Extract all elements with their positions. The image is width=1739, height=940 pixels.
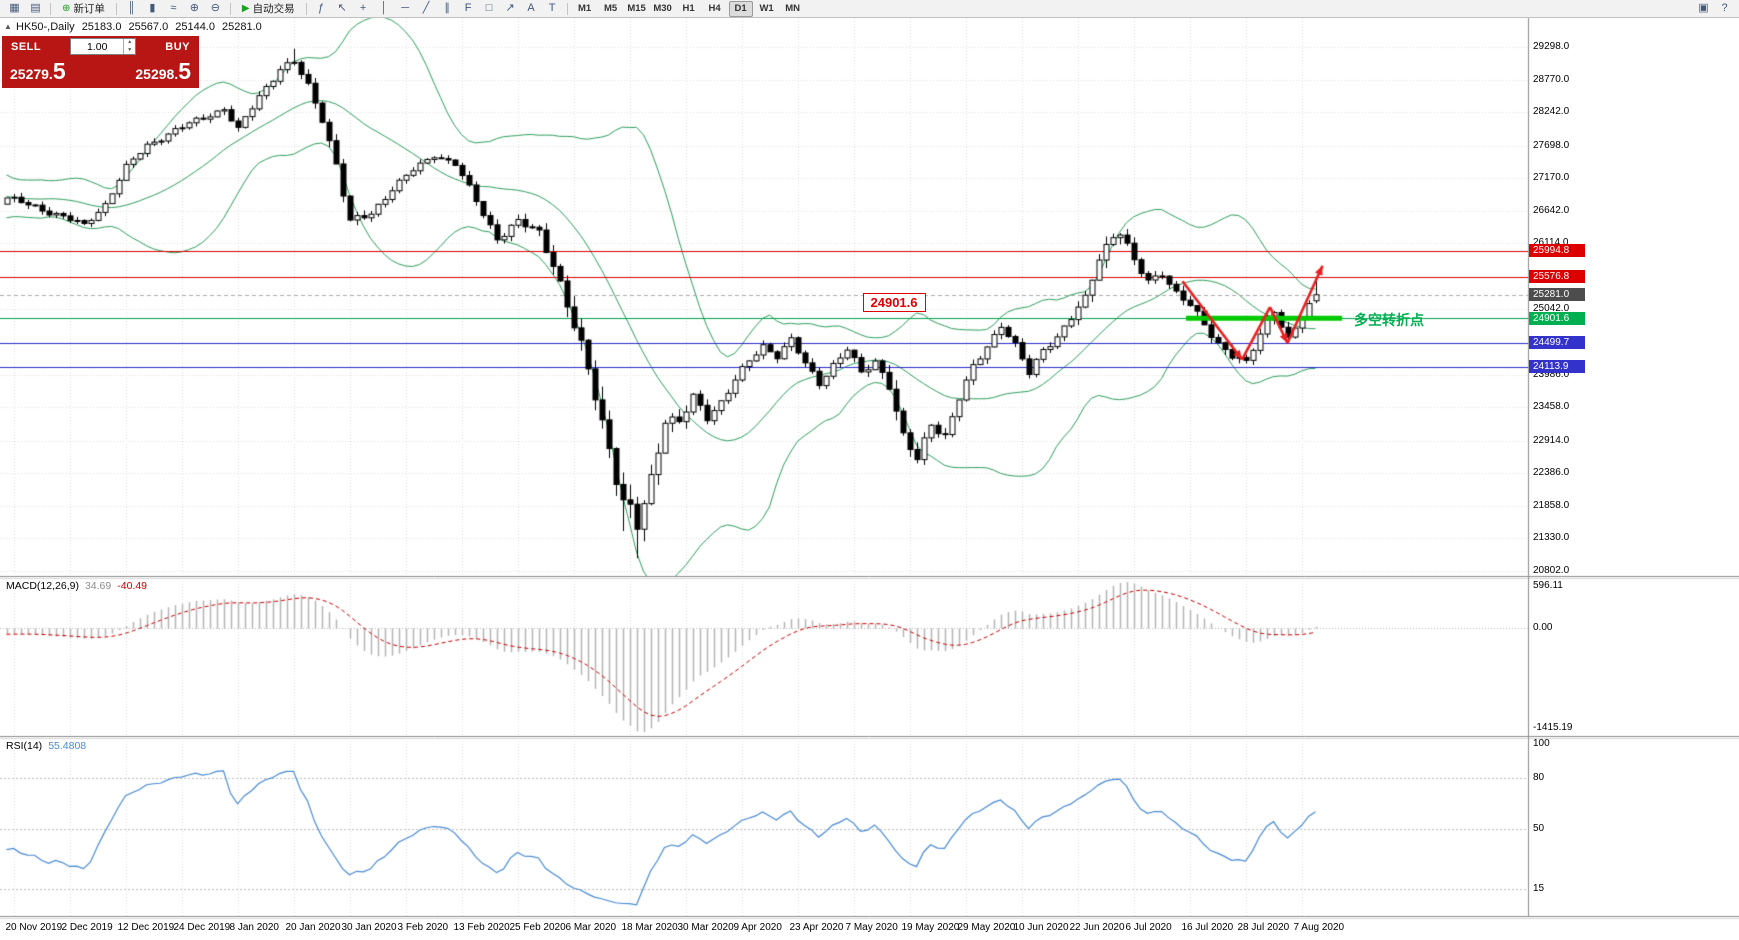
timeframe-m30[interactable]: M30 xyxy=(653,3,672,14)
autotrade-button-label: 自动交易 xyxy=(252,3,295,15)
fibonacci-icon[interactable]: F xyxy=(464,2,472,14)
buy-label[interactable]: BUY xyxy=(165,40,190,53)
volume-value: 1.00 xyxy=(86,40,108,53)
toolbar-separator xyxy=(115,2,117,15)
line-chart-icon[interactable]: ≈ xyxy=(170,2,177,14)
help-icon[interactable]: ? xyxy=(1721,2,1728,14)
chart-profiles-icon[interactable]: ▤ xyxy=(30,2,41,14)
vertical-line-icon[interactable]: │ xyxy=(380,2,388,14)
toolbar-separator xyxy=(305,2,307,15)
price-annotation-box[interactable]: 24901.6 xyxy=(862,292,926,312)
buy-price-button[interactable]: 25298.5 xyxy=(135,58,191,84)
timeframe-m5[interactable]: M5 xyxy=(603,3,618,14)
timeframe-mn[interactable]: MN xyxy=(785,3,800,14)
autotrade-button[interactable]: ▶ 自动交易 xyxy=(236,0,301,17)
candlestick-chart-icon[interactable]: ▮ xyxy=(149,2,156,14)
zoom-out-icon[interactable]: ⊖ xyxy=(210,2,220,14)
toolbar-separator xyxy=(566,2,568,15)
volume-input[interactable]: 1.00 ▲ ▼ xyxy=(70,38,137,55)
timeframe-h4[interactable]: H4 xyxy=(708,3,721,14)
shapes-icon[interactable]: □ xyxy=(485,2,493,14)
bar-chart-icon[interactable]: ║ xyxy=(127,2,136,14)
rsi-indicator-label: RSI(14) 55.4808 xyxy=(6,740,87,752)
ohlc-close: 25281.0 xyxy=(221,21,262,33)
channel-icon[interactable]: ∥ xyxy=(444,2,450,14)
toolbar: ▦ ▤ ⊕ 新订单 ║ ▮ ≈ ⊕ ⊖ ▶ 自动交易 ƒ ↖ + │ ─ ╱ ∥ F □ ↗ A T M1 M5 M15 M30 H1… xyxy=(0,0,1739,18)
new-window-icon[interactable]: ▣ xyxy=(1698,2,1709,14)
symbol-period-label: HK50-,Daily xyxy=(16,21,75,33)
trendline-icon[interactable]: ╱ xyxy=(422,2,430,14)
label-icon[interactable]: T xyxy=(548,2,556,14)
chart-info-line: HK50-,Daily 25183.0 25567.0 25144.0 25281.0 xyxy=(16,21,269,33)
toolbar-separator xyxy=(229,2,231,15)
one-click-trading-panel: SELL 1.00 ▲ ▼ BUY 25279.5 25298.5 xyxy=(2,36,199,88)
horizontal-line-icon[interactable]: ─ xyxy=(401,2,409,14)
new-order-button-label: 新订单 xyxy=(73,3,105,15)
volume-stepper[interactable]: ▲ ▼ xyxy=(123,39,135,54)
crosshair-icon[interactable]: + xyxy=(359,2,367,14)
toolbar-separator xyxy=(50,2,51,15)
text-icon[interactable]: A xyxy=(527,2,535,14)
new-order-icon: ⊕ xyxy=(62,3,71,14)
timeframe-d1[interactable]: D1 xyxy=(728,0,753,17)
ohlc-low: 25144.0 xyxy=(175,21,215,33)
ohlc-open: 25183.0 xyxy=(81,21,122,33)
new-order-button[interactable]: ⊕ 新订单 xyxy=(56,0,111,17)
arrows-icon[interactable]: ↗ xyxy=(505,2,515,14)
timeframe-h1[interactable]: H1 xyxy=(682,3,695,14)
volume-up-icon[interactable]: ▲ xyxy=(127,39,133,45)
macd-indicator-label: MACD(12,26,9) 34.69 -40.49 xyxy=(6,580,148,592)
one-click-collapse-icon[interactable]: ▲ xyxy=(4,22,12,31)
sell-price-button[interactable]: 25279.5 xyxy=(10,58,66,84)
ohlc-high: 25567.0 xyxy=(128,21,169,33)
timeframe-m15[interactable]: M15 xyxy=(627,3,646,14)
indicators-icon[interactable]: ƒ xyxy=(318,2,325,14)
timeframe-w1[interactable]: W1 xyxy=(759,3,774,14)
zoom-in-icon[interactable]: ⊕ xyxy=(189,2,199,14)
play-icon: ▶ xyxy=(241,3,250,14)
sell-label[interactable]: SELL xyxy=(11,40,42,53)
cursor-icon[interactable]: ↖ xyxy=(337,2,347,14)
turning-point-label[interactable]: 多空转折点 xyxy=(1354,311,1424,328)
timeframe-m1[interactable]: M1 xyxy=(577,3,592,14)
new-chart-icon[interactable]: ▦ xyxy=(9,2,20,14)
volume-down-icon[interactable]: ▼ xyxy=(127,46,133,53)
